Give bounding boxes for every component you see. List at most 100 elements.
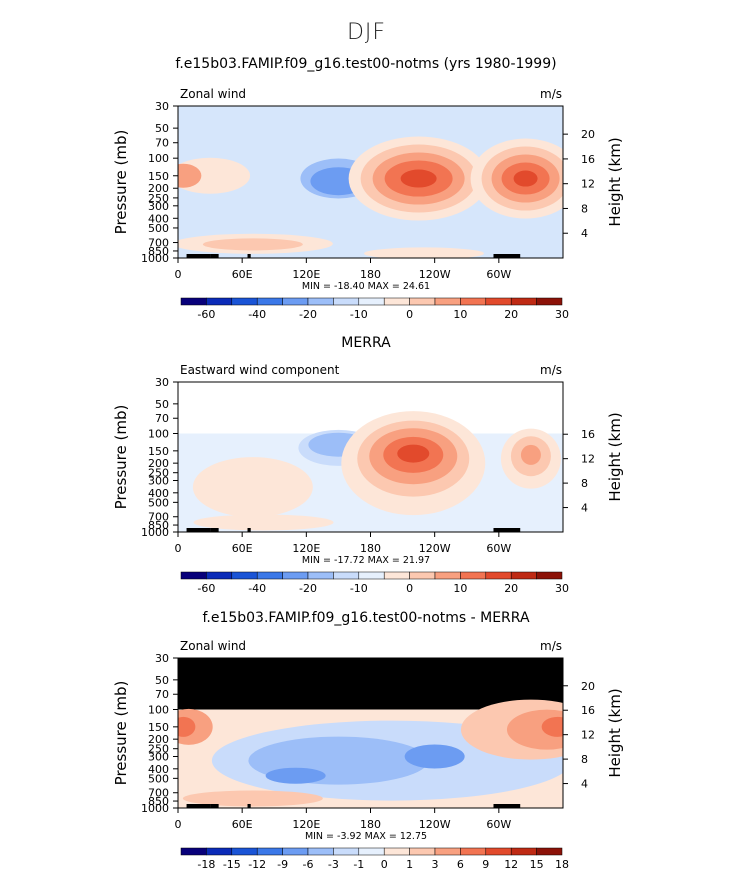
y-tick-label: 300 [148, 474, 169, 487]
contour-fill [513, 170, 538, 187]
y-tick-label: 500 [148, 772, 169, 785]
colorbar-tick-label: 10 [453, 308, 467, 321]
x-tick-label: 60W [486, 268, 511, 281]
x-tick-label: 0 [175, 542, 182, 555]
colorbar-tick-label: 10 [453, 582, 467, 595]
colorbar-swatch [510, 297, 537, 306]
x-tick-label: 60E [232, 818, 253, 831]
y-tick-label: 250 [148, 192, 169, 205]
field-label: Eastward wind component [180, 363, 340, 377]
topography-mask [186, 528, 211, 532]
y2-tick-label: 16 [581, 153, 595, 166]
colorbar-swatch [358, 571, 385, 580]
x-tick-label: 180 [360, 268, 381, 281]
topography-mask [210, 254, 219, 258]
contour-fill [202, 238, 303, 251]
colorbar-tick-label: -60 [197, 308, 215, 321]
topography-mask [186, 804, 211, 808]
colorbar-tick-label: 18 [555, 858, 569, 871]
colorbar-swatch [282, 571, 309, 580]
colorbar-swatch [206, 297, 233, 306]
y-axis-label: Pressure (mb) [112, 405, 130, 510]
colorbar-tick-label: -3 [328, 858, 339, 871]
contour-fill [178, 163, 202, 188]
y2-tick-label: 12 [581, 178, 595, 191]
colorbar-tick-label: 30 [555, 582, 569, 595]
y-tick-label: 150 [148, 445, 169, 458]
y-tick-label: 50 [155, 674, 169, 687]
topography-mask [493, 804, 521, 808]
y-tick-label: 200 [148, 182, 169, 195]
colorbar-swatch [231, 571, 258, 580]
y2-tick-label: 4 [581, 227, 588, 240]
colorbar-tick-label: 20 [504, 582, 518, 595]
colorbar-swatch [409, 297, 436, 306]
colorbar-tick-label: 1 [406, 858, 413, 871]
colorbar-tick-label: 20 [504, 308, 518, 321]
y-tick-label: 300 [148, 750, 169, 763]
colorbar-swatch [510, 847, 537, 856]
y-tick-label: 250 [148, 743, 169, 756]
colorbar-tick-label: -10 [350, 582, 368, 595]
topography-mask [247, 254, 251, 258]
contour-fill [520, 444, 541, 465]
y-tick-label: 850 [148, 519, 169, 532]
x-tick-label: 0 [175, 268, 182, 281]
colorbar-tick-label: -60 [197, 582, 215, 595]
contour-fill [363, 247, 484, 258]
y-tick-label: 50 [155, 122, 169, 135]
colorbar-swatch [307, 297, 334, 306]
colorbar-swatch [206, 571, 233, 580]
colorbar-swatch [510, 571, 537, 580]
y-tick-label: 200 [148, 733, 169, 746]
colorbar-swatch [282, 847, 309, 856]
colorbar-swatch [307, 571, 334, 580]
page-title: DJF [346, 20, 387, 45]
y-tick-label: 150 [148, 721, 169, 734]
contour-fill [404, 744, 465, 769]
y-tick-label: 700 [148, 787, 169, 800]
units-label: m/s [540, 87, 562, 101]
colorbar-swatch [460, 297, 487, 306]
y2-tick-label: 12 [581, 453, 595, 466]
y2-tick-label: 4 [581, 502, 588, 515]
y-tick-label: 500 [148, 496, 169, 509]
y-tick-label: 400 [148, 487, 169, 500]
y-tick-label: 30 [155, 100, 169, 113]
colorbar-swatch [231, 847, 258, 856]
y-tick-label: 1000 [141, 802, 169, 815]
y2-tick-label: 8 [581, 202, 588, 215]
contour-fill [541, 716, 563, 737]
y-tick-label: 1000 [141, 526, 169, 539]
chart-panel-3: f.e15b03.FAMIP.f09_g16.test00-notms - ME… [112, 610, 624, 871]
y-tick-label: 500 [148, 222, 169, 235]
y-tick-label: 100 [148, 704, 169, 717]
contour-fill [192, 457, 313, 518]
colorbar-swatch [485, 297, 512, 306]
plot-area [178, 106, 563, 258]
colorbar-swatch [485, 847, 512, 856]
y-tick-label: 70 [155, 412, 169, 425]
field-label: Zonal wind [180, 639, 246, 653]
y-tick-label: 700 [148, 511, 169, 524]
colorbar-tick-label: -40 [248, 308, 266, 321]
y-axis-label: Pressure (mb) [112, 681, 130, 786]
colorbar-swatch [434, 571, 461, 580]
topography-mask [247, 528, 251, 532]
chart-panel-1: f.e15b03.FAMIP.f09_g16.test00-notms (yrs… [112, 56, 624, 321]
field-label: Zonal wind [180, 87, 246, 101]
topography-mask [186, 254, 211, 258]
y-tick-label: 30 [155, 652, 169, 665]
x-tick-label: 60W [486, 542, 511, 555]
x-tick-label: 180 [360, 818, 381, 831]
colorbar-tick-label: -20 [299, 582, 317, 595]
colorbar-swatch [333, 297, 360, 306]
colorbar-swatch [256, 297, 283, 306]
colorbar-swatch [180, 297, 207, 306]
colorbar-tick-label: 0 [381, 858, 388, 871]
y-tick-label: 100 [148, 428, 169, 441]
y-tick-label: 100 [148, 152, 169, 165]
colorbar-tick-label: -9 [277, 858, 288, 871]
colorbar-tick-label: -1 [353, 858, 364, 871]
